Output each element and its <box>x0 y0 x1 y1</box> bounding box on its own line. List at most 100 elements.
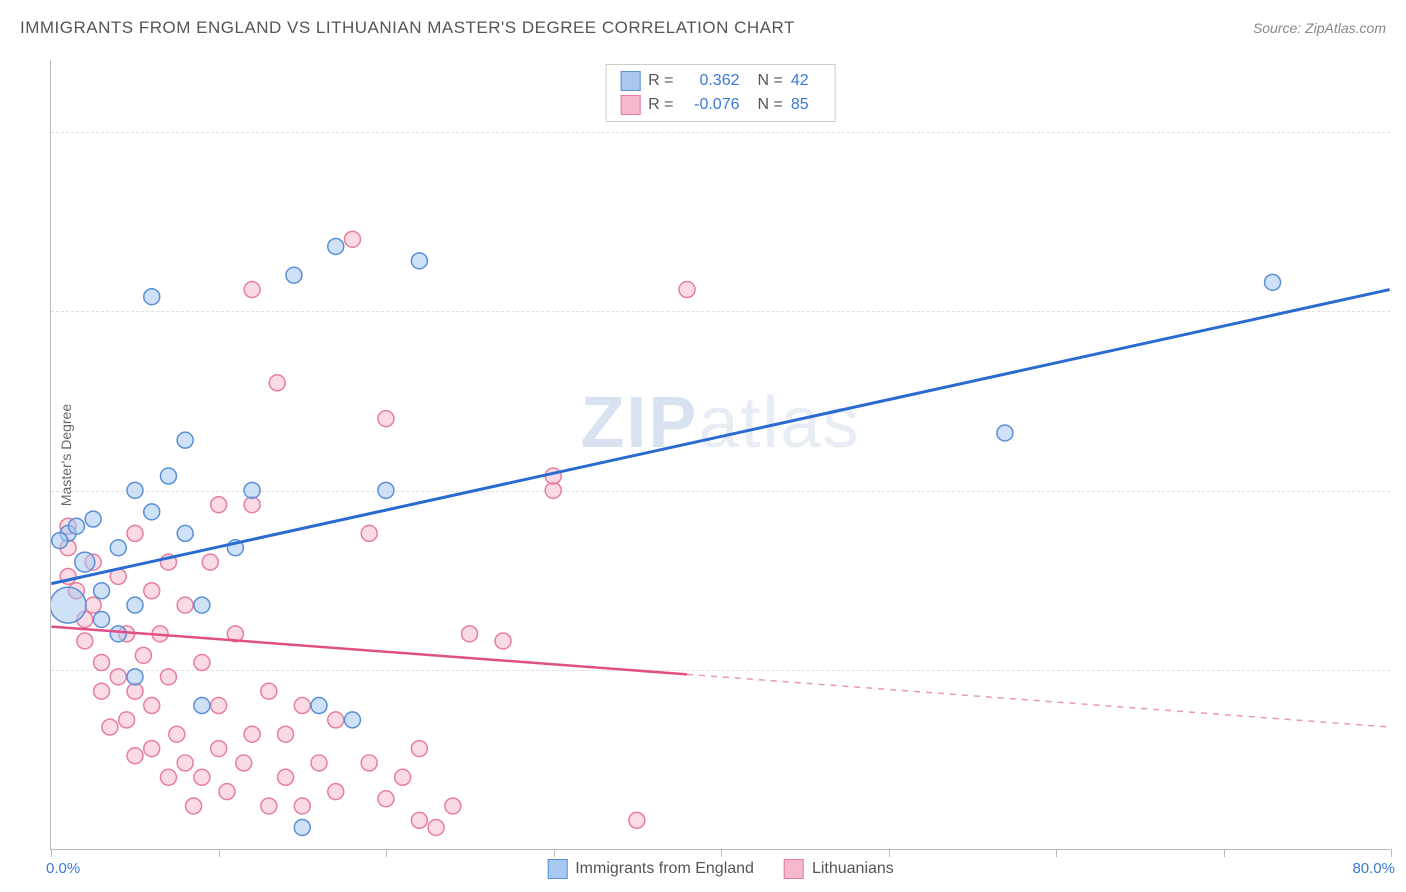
x-tick <box>1056 849 1057 857</box>
data-point <box>177 597 193 613</box>
legend-swatch-lithuanians <box>784 859 804 879</box>
data-point <box>102 719 118 735</box>
data-point <box>211 497 227 513</box>
data-point <box>495 633 511 649</box>
data-point <box>244 282 260 298</box>
y-tick-label: 37.5% <box>1395 303 1406 320</box>
y-tick-label: 50.0% <box>1395 123 1406 140</box>
x-tick <box>889 849 890 857</box>
r-value-england: 0.362 <box>682 69 740 93</box>
data-point <box>344 231 360 247</box>
data-point <box>94 583 110 599</box>
data-point <box>997 425 1013 441</box>
data-point <box>160 769 176 785</box>
data-point <box>294 698 310 714</box>
data-point <box>177 755 193 771</box>
swatch-lithuanians <box>620 95 640 115</box>
x-tick <box>386 849 387 857</box>
data-point <box>445 798 461 814</box>
data-point <box>135 647 151 663</box>
data-point <box>202 554 218 570</box>
data-point <box>194 597 210 613</box>
x-tick <box>51 849 52 857</box>
data-point <box>411 741 427 757</box>
data-point <box>52 533 68 549</box>
data-point <box>127 683 143 699</box>
legend-swatch-england <box>547 859 567 879</box>
data-point <box>68 518 84 534</box>
data-point <box>411 812 427 828</box>
data-point <box>110 669 126 685</box>
data-point <box>236 755 252 771</box>
legend-lithuanians: Lithuanians <box>784 859 894 879</box>
correlation-stats-box: R = 0.362 N = 42 R = -0.076 N = 85 <box>605 64 836 122</box>
n-value-england: 42 <box>791 69 821 93</box>
data-point <box>261 798 277 814</box>
data-point <box>194 655 210 671</box>
data-point <box>77 633 93 649</box>
data-point <box>294 819 310 835</box>
data-point <box>261 683 277 699</box>
r-value-lithuanians: -0.076 <box>682 93 740 117</box>
data-point <box>94 655 110 671</box>
data-point <box>378 482 394 498</box>
data-point <box>144 698 160 714</box>
data-point <box>127 482 143 498</box>
legend-label-england: Immigrants from England <box>575 860 754 878</box>
x-tick <box>554 849 555 857</box>
data-point <box>411 253 427 269</box>
y-tick-label: 25.0% <box>1395 482 1406 499</box>
data-point <box>119 712 135 728</box>
n-value-lithuanians: 85 <box>791 93 821 117</box>
x-tick <box>721 849 722 857</box>
data-point <box>378 411 394 427</box>
legend-england: Immigrants from England <box>547 859 754 879</box>
data-point <box>94 683 110 699</box>
data-point <box>344 712 360 728</box>
data-point <box>75 552 95 572</box>
data-point <box>127 669 143 685</box>
data-point <box>144 289 160 305</box>
data-point <box>462 626 478 642</box>
data-point <box>169 726 185 742</box>
data-point <box>211 741 227 757</box>
data-point <box>244 482 260 498</box>
data-point <box>361 755 377 771</box>
data-point <box>278 726 294 742</box>
regression-line-dashed <box>687 674 1390 727</box>
data-point <box>85 511 101 527</box>
source-attribution: Source: ZipAtlas.com <box>1253 20 1386 36</box>
data-point <box>160 468 176 484</box>
data-point <box>194 769 210 785</box>
data-point <box>51 587 86 623</box>
data-point <box>286 267 302 283</box>
data-point <box>378 791 394 807</box>
bottom-legend: Immigrants from England Lithuanians <box>547 859 894 879</box>
data-point <box>127 597 143 613</box>
data-point <box>211 698 227 714</box>
data-point <box>144 741 160 757</box>
data-point <box>186 798 202 814</box>
data-point <box>219 784 235 800</box>
x-tick <box>1224 849 1225 857</box>
data-point <box>428 819 444 835</box>
data-point <box>177 432 193 448</box>
x-min-label: 0.0% <box>46 860 80 877</box>
data-point <box>328 784 344 800</box>
data-point <box>545 482 561 498</box>
swatch-england <box>620 71 640 91</box>
data-point <box>194 698 210 714</box>
data-point <box>177 525 193 541</box>
x-max-label: 80.0% <box>1352 860 1395 877</box>
data-point <box>144 583 160 599</box>
data-point <box>160 669 176 685</box>
data-point <box>144 504 160 520</box>
stats-row-lithuanians: R = -0.076 N = 85 <box>620 93 821 117</box>
data-point <box>244 726 260 742</box>
data-point <box>127 748 143 764</box>
scatter-svg <box>51 60 1390 849</box>
data-point <box>1265 274 1281 290</box>
data-point <box>127 525 143 541</box>
plot-region: ZIPatlas 12.5%25.0%37.5%50.0% 0.0% 80.0%… <box>50 60 1390 850</box>
data-point <box>679 282 695 298</box>
